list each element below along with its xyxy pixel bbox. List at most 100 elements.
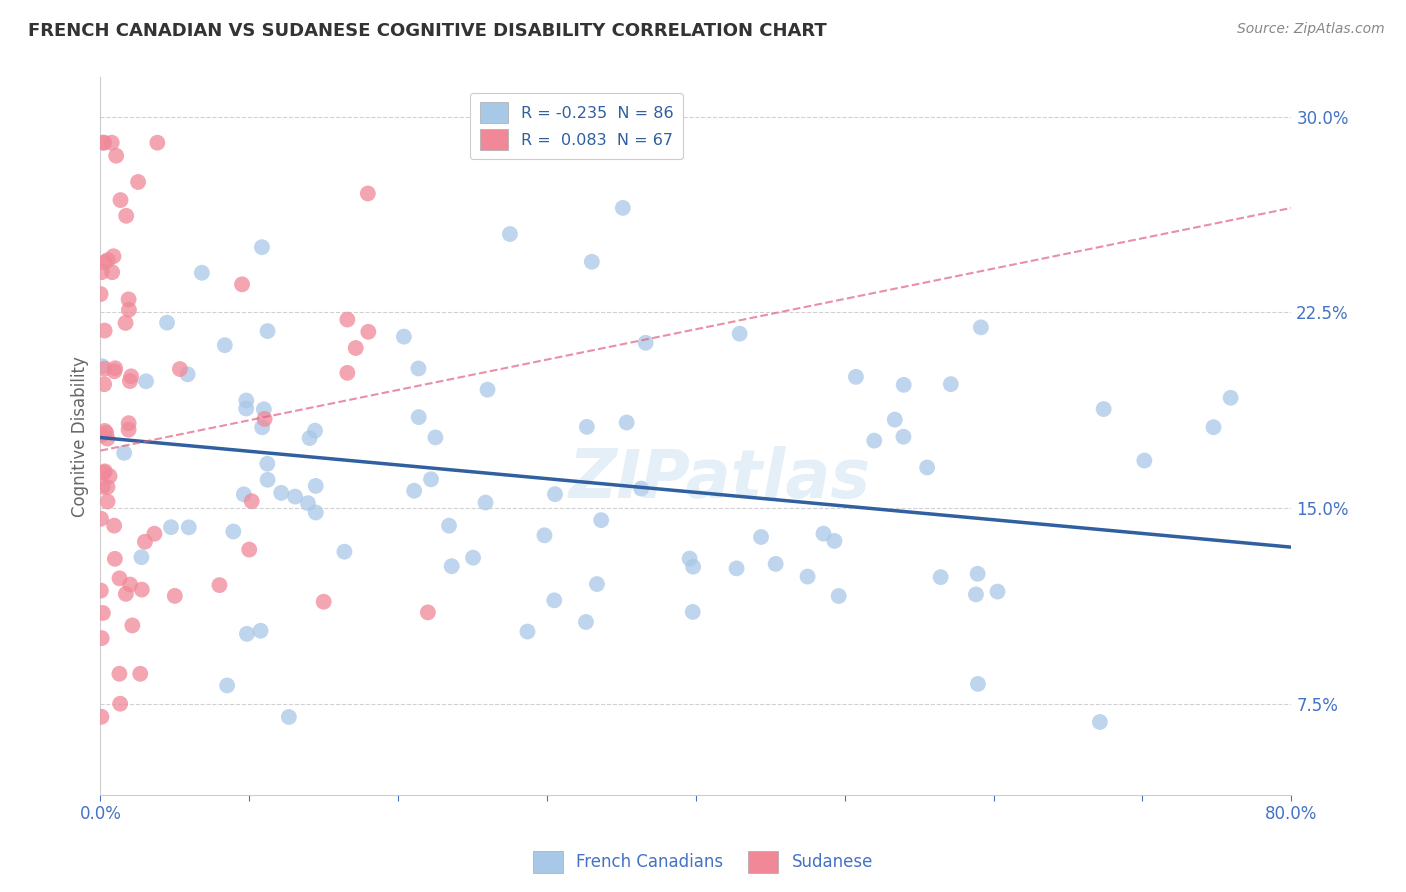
Point (222, 524, 245, 539)
Point (461, 550, 484, 565)
Point (408, 410, 430, 425)
Point (630, 482, 652, 496)
Point (813, 526, 835, 541)
Point (305, 479, 328, 493)
Point (986, 584, 1008, 599)
Point (93, 324, 115, 338)
Point (208, 578, 231, 592)
Point (749, 530, 772, 544)
Point (91, 136, 114, 150)
Point (679, 551, 702, 566)
Point (284, 490, 307, 504)
Point (575, 420, 598, 434)
Point (90, 287, 112, 301)
Point (845, 369, 868, 384)
Point (863, 434, 886, 448)
Point (612, 201, 634, 215)
Point (163, 589, 186, 603)
Point (90, 512, 112, 526)
Point (682, 559, 704, 574)
Point (357, 186, 380, 201)
Point (96, 425, 118, 440)
Point (533, 528, 555, 542)
Point (176, 368, 198, 382)
Point (103, 249, 125, 263)
Point (235, 393, 257, 408)
Point (270, 486, 292, 500)
Point (420, 472, 443, 486)
Point (104, 551, 127, 566)
Point (404, 483, 426, 498)
Point (1219, 391, 1241, 405)
Point (93, 424, 115, 438)
Point (103, 518, 125, 533)
Point (96, 494, 118, 508)
Point (437, 518, 460, 533)
Point (392, 329, 415, 343)
Point (236, 627, 259, 641)
Point (108, 666, 131, 681)
Point (1202, 420, 1225, 434)
Point (305, 506, 328, 520)
Point (591, 513, 613, 527)
Point (131, 550, 153, 565)
Point (90, 710, 112, 724)
Point (96, 432, 118, 446)
Point (97, 253, 120, 268)
Point (970, 320, 993, 334)
Point (915, 460, 938, 475)
Point (131, 582, 153, 597)
Point (634, 335, 657, 350)
Point (127, 175, 149, 189)
Point (256, 473, 278, 487)
Point (115, 209, 138, 223)
Point (93, 377, 115, 392)
Point (250, 240, 273, 254)
Point (828, 589, 851, 603)
Point (333, 544, 356, 558)
Point (304, 424, 326, 438)
Point (256, 457, 278, 471)
Point (103, 364, 125, 378)
Point (217, 678, 239, 692)
Text: FRENCH CANADIAN VS SUDANESE COGNITIVE DISABILITY CORRELATION CHART: FRENCH CANADIAN VS SUDANESE COGNITIVE DI… (28, 22, 827, 40)
Point (581, 254, 603, 268)
Point (616, 416, 638, 430)
Point (90, 583, 112, 598)
Point (336, 366, 359, 380)
Point (408, 361, 430, 376)
Point (90, 428, 112, 442)
Point (93, 136, 115, 150)
Point (90, 265, 112, 279)
Point (91, 359, 114, 374)
Point (336, 312, 359, 326)
Point (118, 374, 141, 388)
Point (1088, 714, 1111, 729)
Point (143, 526, 166, 541)
Point (98, 469, 121, 483)
Point (117, 423, 139, 437)
Point (543, 593, 565, 607)
Point (883, 412, 905, 426)
Point (110, 193, 132, 207)
Point (108, 571, 131, 585)
Point (231, 277, 253, 292)
Point (108, 697, 131, 711)
Point (477, 383, 499, 397)
Y-axis label: Cognitive Disability: Cognitive Disability (72, 356, 89, 516)
Point (544, 487, 567, 501)
Point (939, 377, 962, 392)
Point (256, 324, 278, 338)
Point (93, 361, 115, 376)
Point (160, 520, 183, 534)
Point (112, 446, 135, 460)
Point (90, 631, 112, 645)
Point (177, 520, 200, 534)
Point (135, 374, 157, 388)
Point (728, 326, 751, 341)
Point (796, 569, 818, 583)
Point (118, 302, 141, 317)
Point (499, 227, 522, 241)
Point (134, 534, 156, 549)
Point (725, 561, 748, 575)
